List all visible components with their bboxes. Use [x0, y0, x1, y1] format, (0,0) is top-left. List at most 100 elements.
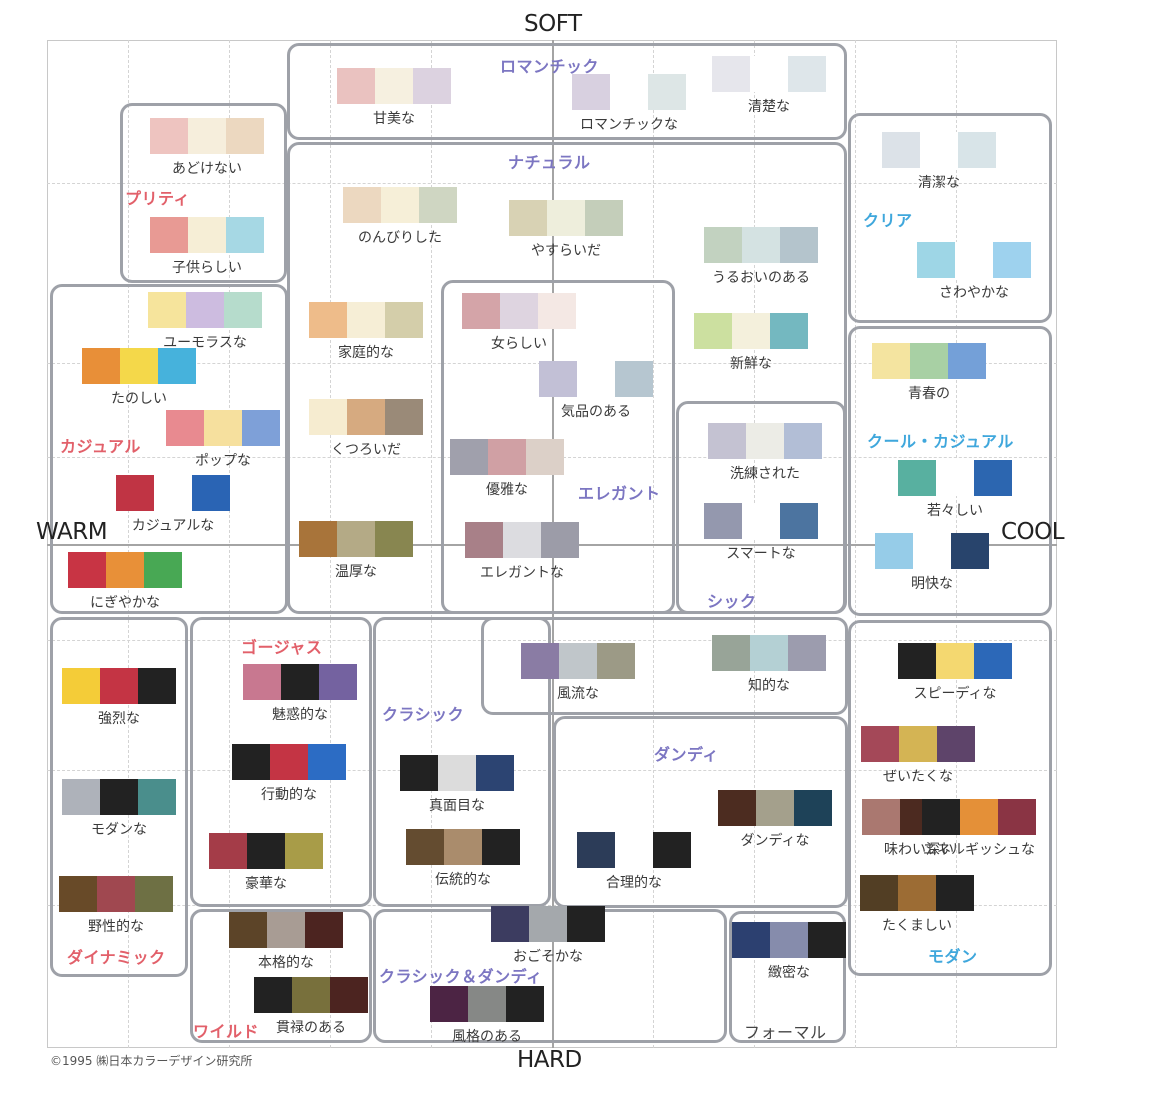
color-palette [462, 293, 576, 329]
color-swatch [186, 292, 224, 328]
color-swatch [913, 533, 951, 569]
color-palette [343, 187, 457, 223]
color-swatch [116, 475, 154, 511]
color-palette [430, 986, 544, 1022]
color-swatch [148, 292, 186, 328]
palette-label: おごそかな [513, 949, 583, 965]
palette-label: 強烈な [98, 711, 140, 727]
palette-label: 合理的な [606, 875, 662, 891]
color-swatch [712, 635, 750, 671]
color-palette [861, 726, 975, 762]
color-swatch [270, 744, 308, 780]
color-swatch [922, 799, 960, 835]
color-palette [509, 200, 623, 236]
color-swatch [937, 726, 975, 762]
color-swatch [559, 643, 597, 679]
color-swatch [694, 313, 732, 349]
palette-label: たくましい [882, 918, 952, 934]
color-swatch [120, 348, 158, 384]
color-palette [254, 977, 368, 1013]
color-palette [708, 423, 822, 459]
color-swatch [653, 832, 691, 868]
color-swatch [204, 410, 242, 446]
color-swatch [526, 439, 564, 475]
copyright-notice: ©1995 ㈱日本カラーデザイン研究所 [50, 1054, 253, 1068]
color-swatch [704, 503, 742, 539]
color-swatch [309, 302, 347, 338]
color-swatch [62, 779, 100, 815]
color-palette [243, 664, 357, 700]
palette-label: 魅惑的な [272, 707, 328, 723]
color-swatch [166, 410, 204, 446]
palette-label: ダンディな [740, 833, 810, 849]
palette-label: のんびりした [358, 230, 442, 246]
color-swatch [430, 986, 468, 1022]
palette-label: 真面目な [429, 798, 485, 814]
palette-label: 味わい深い [884, 842, 954, 858]
color-swatch [732, 313, 770, 349]
color-swatch [192, 475, 230, 511]
palette-label: うるおいのある [712, 270, 810, 286]
color-swatch [784, 423, 822, 459]
group-label: カジュアル [60, 437, 141, 456]
palette-label: 青春の [908, 386, 950, 402]
color-palette [62, 668, 176, 704]
color-palette [116, 475, 230, 511]
color-swatch [577, 832, 615, 868]
color-palette [59, 876, 173, 912]
group-label: クラシック＆ダンディ [379, 967, 543, 986]
group-label: シック [707, 592, 757, 611]
color-palette [712, 635, 826, 671]
color-swatch [910, 343, 948, 379]
color-palette [68, 552, 182, 588]
axis-label-soft: SOFT [524, 11, 582, 37]
color-palette [150, 217, 264, 253]
group-label: ダイナミック [67, 948, 166, 967]
color-swatch [308, 744, 346, 780]
color-swatch [750, 56, 788, 92]
color-swatch [860, 875, 898, 911]
color-swatch [465, 522, 503, 558]
color-swatch [572, 74, 610, 110]
color-swatch [704, 227, 742, 263]
color-swatch [413, 68, 451, 104]
palette-label: ユーモラスな [163, 335, 247, 351]
color-swatch [267, 912, 305, 948]
color-swatch [347, 302, 385, 338]
color-swatch [188, 217, 226, 253]
color-swatch [993, 242, 1031, 278]
color-swatch [898, 643, 936, 679]
color-palette [148, 292, 262, 328]
group-box-dynamic [50, 617, 188, 977]
color-palette [521, 643, 635, 679]
palette-label: 気品のある [561, 404, 631, 420]
palette-label: 家庭的な [338, 345, 394, 361]
color-swatch [610, 74, 648, 110]
color-swatch [468, 986, 506, 1022]
color-swatch [488, 439, 526, 475]
color-swatch [62, 668, 100, 704]
palette-label: エネルギッシュな [923, 842, 1035, 858]
group-box-casual [50, 284, 288, 614]
color-swatch [708, 423, 746, 459]
color-swatch [385, 302, 423, 338]
color-swatch [419, 187, 457, 223]
axis-label-cool: COOL [1001, 519, 1065, 545]
color-swatch [500, 293, 538, 329]
color-palette [539, 361, 653, 397]
group-label: ワイルド [193, 1022, 260, 1041]
group-label: クール・カジュアル [867, 432, 1014, 451]
color-swatch [135, 876, 173, 912]
palette-label: 貫禄のある [276, 1020, 346, 1036]
color-palette [704, 227, 818, 263]
color-swatch [226, 217, 264, 253]
color-palette [882, 132, 996, 168]
group-label: エレガント [578, 484, 661, 503]
palette-label: 女らしい [491, 336, 547, 352]
color-swatch [794, 790, 832, 826]
color-swatch [299, 521, 337, 557]
palette-label: たのしい [111, 391, 167, 407]
color-swatch [742, 227, 780, 263]
palette-label: ポップな [195, 453, 251, 469]
color-palette [875, 533, 989, 569]
